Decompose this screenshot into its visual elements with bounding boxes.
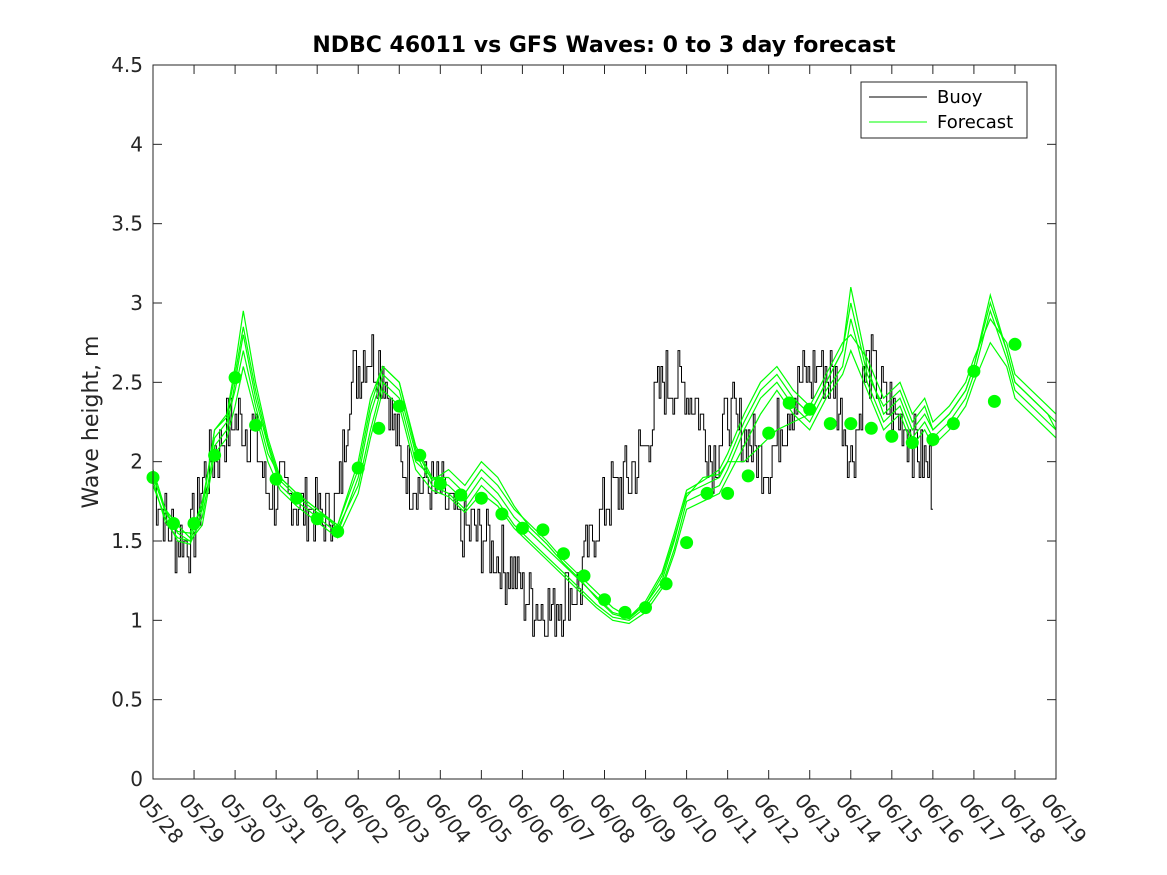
forecast-marker [598, 593, 611, 607]
forecast-marker [782, 396, 796, 410]
forecast-line-1 [152, 286, 1057, 618]
y-tick-label: 0.5 [111, 688, 143, 712]
forecast-marker [474, 491, 488, 505]
x-tick-label: 06/05 [462, 789, 517, 849]
x-tick-label: 06/17 [954, 789, 1009, 849]
forecast-line-5 [152, 300, 1057, 620]
y-tick-label: 1.5 [111, 529, 143, 553]
x-tick-label: 05/31 [256, 789, 311, 849]
forecast-marker [413, 448, 427, 462]
forecast-marker [864, 421, 878, 435]
forecast-marker [721, 486, 735, 500]
forecast-marker [269, 472, 283, 486]
forecast-marker [290, 491, 304, 505]
forecast-marker [618, 605, 632, 619]
x-tick-label: 05/29 [174, 789, 229, 849]
forecast-marker [885, 429, 899, 443]
plot-background [153, 65, 1056, 779]
forecast-marker [700, 486, 714, 500]
forecast-marker [372, 421, 386, 435]
y-tick-label: 3 [130, 291, 143, 315]
forecast-marker [926, 433, 940, 446]
forecast-marker [741, 469, 755, 483]
x-tick-label: 06/10 [667, 789, 722, 849]
x-tick-label: 06/07 [544, 789, 599, 849]
forecast-marker [946, 417, 960, 431]
x-tick-label: 06/13 [790, 789, 845, 849]
forecast-marker [331, 525, 345, 538]
y-tick-label: 0 [130, 767, 143, 791]
y-tick-label: 1 [130, 608, 143, 632]
forecast-marker [167, 517, 180, 530]
forecast-marker [454, 488, 468, 502]
x-tick-label: 06/14 [831, 789, 886, 849]
y-tick-label: 4.5 [111, 53, 143, 77]
forecast-marker [433, 477, 447, 491]
y-tick-label: 4 [130, 132, 143, 156]
x-tick-label: 06/02 [338, 789, 393, 849]
forecast-marker [495, 507, 509, 521]
series-layer [146, 286, 1057, 637]
x-tick-label: 05/28 [133, 789, 188, 849]
forecast-marker [1008, 337, 1022, 351]
legend-box [860, 81, 1028, 139]
x-tick-label: 06/12 [749, 789, 804, 849]
forecast-line-3 [152, 317, 1057, 618]
forecast-marker [187, 517, 201, 530]
x-tick-label: 06/01 [297, 789, 352, 849]
forecast-marker [803, 402, 817, 416]
forecast-marker [762, 426, 776, 440]
x-tick-label: 06/04 [420, 789, 475, 849]
forecast-marker [351, 461, 365, 475]
forecast-marker [557, 547, 570, 561]
x-tick-label: 05/30 [215, 789, 270, 849]
x-tick-label: 06/08 [585, 789, 640, 849]
forecast-marker [228, 371, 242, 385]
forecast-line-2 [152, 308, 1057, 621]
forecast-marker [844, 417, 858, 431]
x-tick-label: 06/19 [1036, 789, 1091, 849]
x-tick-label: 06/18 [995, 789, 1050, 849]
y-tick-label: 3.5 [111, 212, 143, 236]
x-tick-label: 06/11 [708, 789, 763, 849]
x-tick-label: 06/06 [503, 789, 558, 849]
legend-buoy-label: Buoy [937, 87, 983, 108]
forecast-marker [639, 601, 652, 615]
forecast-marker [659, 577, 673, 591]
forecast-marker [905, 436, 919, 450]
legend-forecast-label: Forecast [937, 112, 1013, 133]
y-axis-label: Wave height, m [79, 336, 104, 509]
x-tick-label: 06/09 [626, 789, 681, 849]
forecast-marker [823, 417, 837, 431]
buoy-line [153, 334, 933, 637]
forecast-line-4 [152, 341, 1057, 625]
forecast-marker [967, 364, 981, 378]
forecast-marker [208, 448, 222, 462]
x-tick-label: 06/15 [872, 789, 927, 849]
legend: Buoy Forecast [860, 81, 1028, 139]
forecast-marker [536, 523, 550, 537]
y-tick-label: 2.5 [111, 370, 143, 394]
forecast-marker [392, 399, 406, 413]
forecast-marker [680, 536, 694, 550]
forecast-marker [249, 418, 263, 432]
x-tick-label: 06/16 [913, 789, 968, 849]
y-tick-label: 2 [130, 450, 143, 474]
forecast-marker [310, 512, 324, 526]
forecast-marker [577, 569, 591, 583]
forecast-marker [515, 521, 529, 535]
forecast-marker [987, 394, 1001, 408]
chart-title: NDBC 46011 vs GFS Waves: 0 to 3 day fore… [312, 33, 896, 58]
x-tick-label: 06/03 [379, 789, 434, 849]
